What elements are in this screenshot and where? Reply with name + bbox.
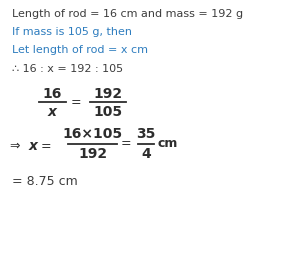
Text: Let length of rod = x cm: Let length of rod = x cm: [12, 45, 148, 55]
Text: =: =: [120, 137, 131, 150]
Text: 16: 16: [43, 87, 62, 101]
Text: =: =: [71, 96, 82, 109]
Text: 192: 192: [78, 147, 107, 161]
Text: 105: 105: [93, 105, 122, 119]
Text: x: x: [29, 140, 38, 153]
Text: If mass is 105 g, then: If mass is 105 g, then: [12, 27, 132, 37]
Text: = 8.75 cm: = 8.75 cm: [12, 175, 78, 188]
Text: 4: 4: [141, 147, 151, 161]
Text: 16×105: 16×105: [62, 127, 123, 141]
Text: Length of rod = 16 cm and mass = 192 g: Length of rod = 16 cm and mass = 192 g: [12, 9, 243, 19]
Text: cm: cm: [158, 137, 178, 150]
Text: =: =: [41, 140, 52, 153]
Text: ∴ 16 : x = 192 : 105: ∴ 16 : x = 192 : 105: [12, 65, 123, 74]
Text: x: x: [48, 105, 57, 119]
Text: 35: 35: [136, 127, 155, 141]
Text: ⇒: ⇒: [9, 140, 19, 153]
Text: 192: 192: [93, 87, 122, 101]
